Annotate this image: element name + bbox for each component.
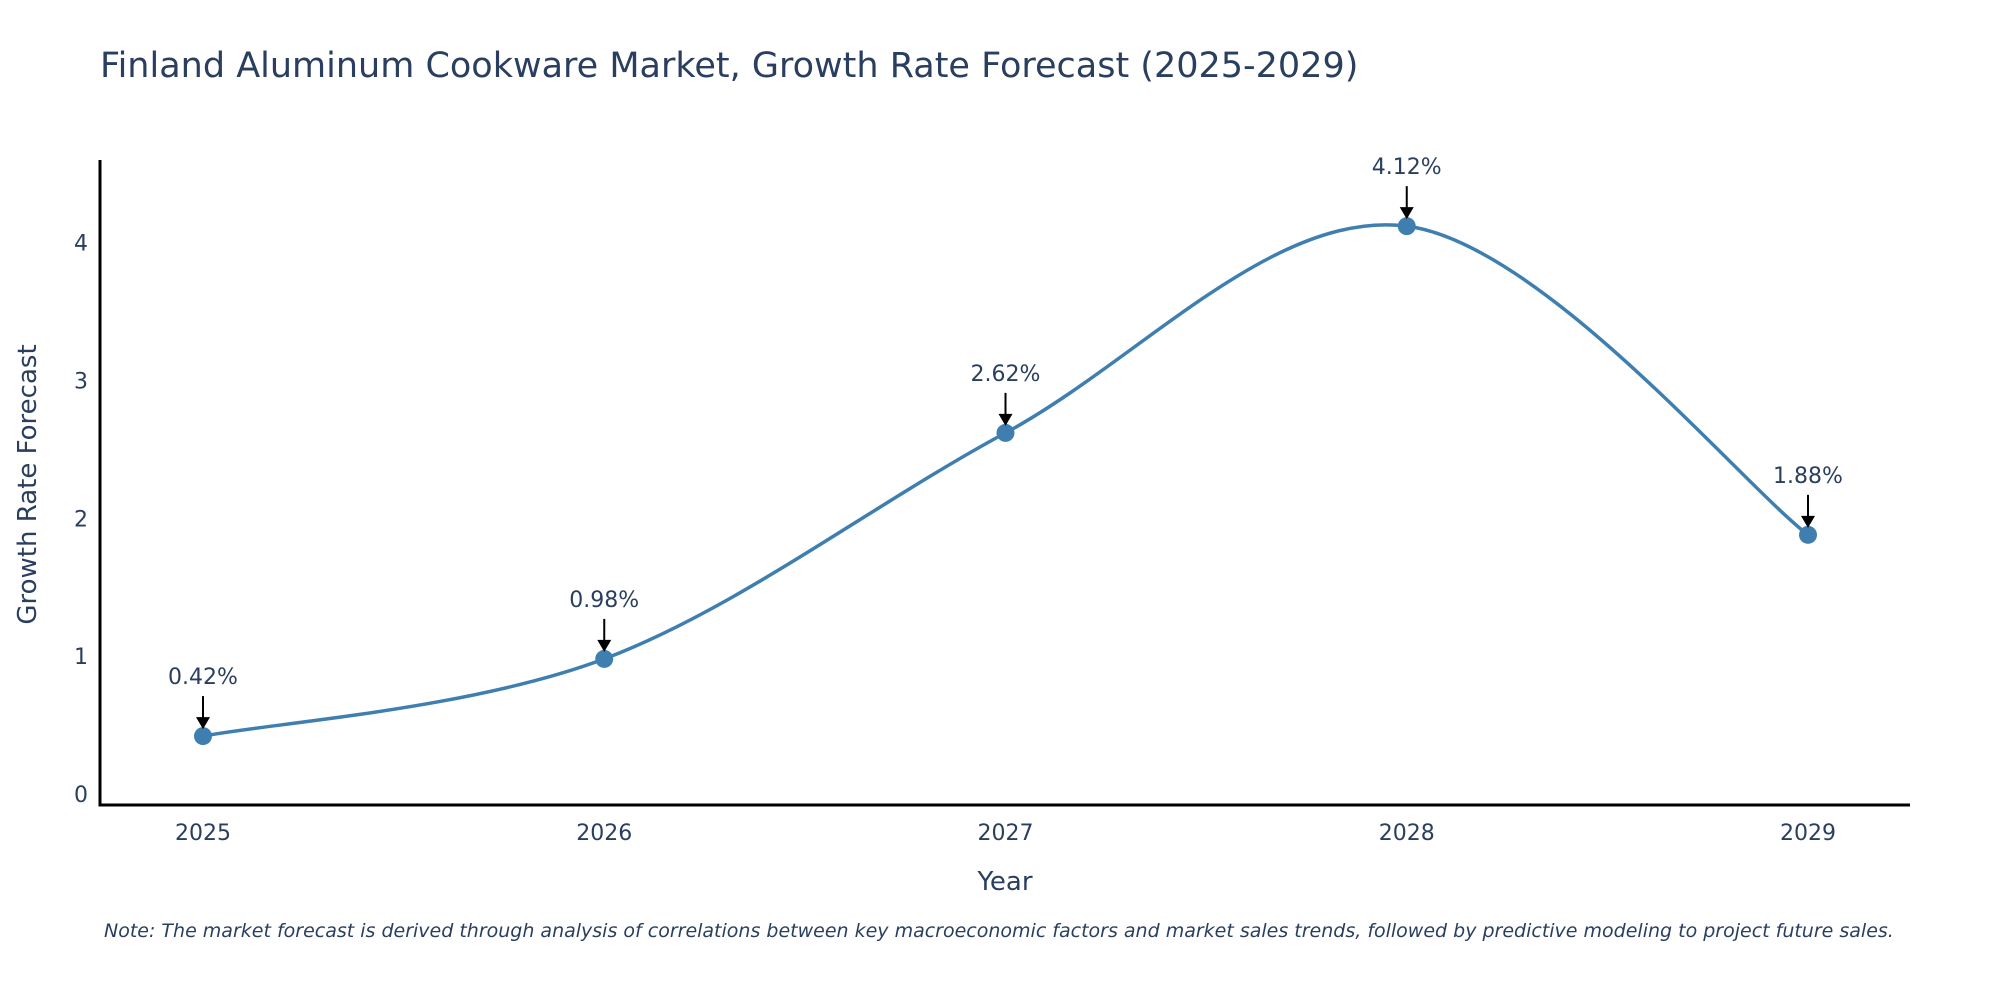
y-axis-title: Growth Rate Forecast bbox=[13, 344, 43, 624]
data-point bbox=[1799, 525, 1817, 544]
annotation-arrow-head bbox=[998, 413, 1013, 426]
x-axis-title: Year bbox=[976, 867, 1032, 897]
y-tick-label: 0 bbox=[74, 783, 88, 808]
data-point bbox=[194, 727, 212, 746]
x-tick-label: 2029 bbox=[1780, 821, 1836, 846]
x-axis-ticks: 2025 2026 2027 2028 2029 bbox=[175, 821, 1836, 846]
annotation-arrow-head bbox=[196, 717, 210, 730]
x-tick-label: 2028 bbox=[1379, 821, 1435, 846]
annotation-arrow-head bbox=[1801, 515, 1815, 528]
data-point bbox=[1397, 217, 1416, 236]
x-tick-label: 2027 bbox=[978, 821, 1034, 846]
y-tick-label: 3 bbox=[74, 370, 88, 395]
annotation-arrow-head bbox=[597, 639, 612, 652]
chart-note: Note: The market forecast is derived thr… bbox=[104, 920, 1894, 942]
data-label: 0.98% bbox=[569, 588, 639, 613]
data-label: 4.12% bbox=[1372, 155, 1442, 180]
data-label: 1.88% bbox=[1773, 464, 1843, 489]
x-tick-label: 2025 bbox=[175, 821, 231, 846]
data-point bbox=[996, 423, 1015, 442]
y-tick-label: 2 bbox=[74, 507, 88, 532]
data-markers bbox=[194, 217, 1817, 746]
data-annotations: 0.42% 0.98% 2.62% 4.12% 1.88% bbox=[168, 155, 1843, 730]
x-tick-label: 2026 bbox=[576, 821, 632, 846]
chart-title: Finland Aluminum Cookware Market, Growth… bbox=[100, 46, 1359, 86]
data-point bbox=[595, 649, 614, 668]
data-label: 0.42% bbox=[168, 665, 238, 690]
y-axis-ticks: 0 1 2 3 4 bbox=[74, 232, 88, 808]
y-tick-label: 1 bbox=[74, 645, 88, 670]
y-tick-label: 4 bbox=[74, 232, 88, 257]
annotation-arrow-head bbox=[1399, 207, 1414, 220]
series-line bbox=[202, 223, 1810, 738]
data-label: 2.62% bbox=[971, 362, 1041, 387]
